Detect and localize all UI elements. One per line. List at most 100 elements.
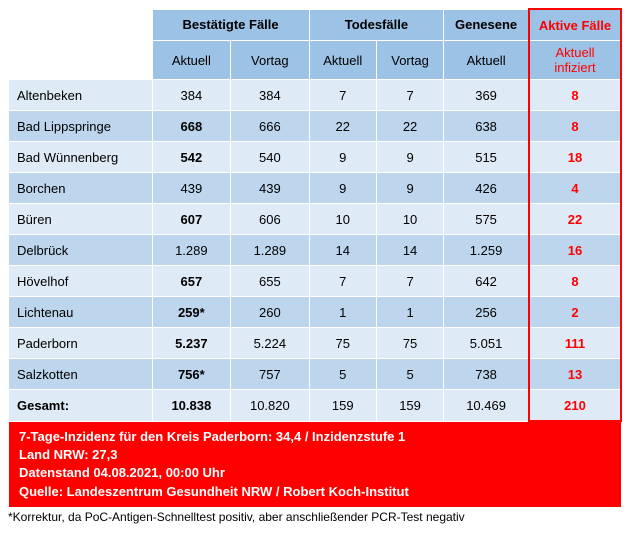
cell: 542 xyxy=(152,142,231,173)
row-label: Gesamt: xyxy=(9,390,153,422)
cell: 4 xyxy=(529,173,621,204)
table-row: Salzkotten756*7575573813 xyxy=(9,359,622,390)
cell: 5.237 xyxy=(152,328,231,359)
sub-death-cur: Aktuell xyxy=(309,41,376,80)
footnote: *Korrektur, da PoC-Antigen-Schnelltest p… xyxy=(8,510,622,524)
cell: 8 xyxy=(529,266,621,297)
cell: 668 xyxy=(152,111,231,142)
cell: 439 xyxy=(152,173,231,204)
sub-conf-cur: Aktuell xyxy=(152,41,231,80)
header-deaths: Todesfälle xyxy=(309,9,444,41)
table-row: Altenbeken384384773698 xyxy=(9,80,622,111)
cell: 1 xyxy=(376,297,443,328)
cell: 18 xyxy=(529,142,621,173)
row-label: Hövelhof xyxy=(9,266,153,297)
table-row: Borchen439439994264 xyxy=(9,173,622,204)
cell: 642 xyxy=(444,266,529,297)
cell: 575 xyxy=(444,204,529,235)
footer-row: 7-Tage-Inzidenz für den Kreis Paderborn:… xyxy=(9,421,622,507)
cell: 111 xyxy=(529,328,621,359)
cell: 22 xyxy=(529,204,621,235)
cell: 5.224 xyxy=(231,328,310,359)
cell: 439 xyxy=(231,173,310,204)
cell: 75 xyxy=(309,328,376,359)
cell: 606 xyxy=(231,204,310,235)
cell: 756* xyxy=(152,359,231,390)
sub-death-prev: Vortag xyxy=(376,41,443,80)
cell: 657 xyxy=(152,266,231,297)
header-row-top: Bestätigte Fälle Todesfälle Genesene Akt… xyxy=(9,9,622,41)
cell: 8 xyxy=(529,111,621,142)
footer-line: 7-Tage-Inzidenz für den Kreis Paderborn:… xyxy=(19,428,611,446)
row-label: Altenbeken xyxy=(9,80,153,111)
cell: 9 xyxy=(376,173,443,204)
covid-table: Bestätigte Fälle Todesfälle Genesene Akt… xyxy=(8,8,622,508)
footer-line: Quelle: Landeszentrum Gesundheit NRW / R… xyxy=(19,483,611,501)
cell: 10 xyxy=(376,204,443,235)
cell: 159 xyxy=(376,390,443,422)
cell: 757 xyxy=(231,359,310,390)
cell: 210 xyxy=(529,390,621,422)
cell: 22 xyxy=(309,111,376,142)
footer-line: Datenstand 04.08.2021, 00:00 Uhr xyxy=(19,464,611,482)
header-recovered: Genesene xyxy=(444,9,529,41)
cell: 738 xyxy=(444,359,529,390)
sub-active: Aktuell infiziert xyxy=(529,41,621,80)
row-label: Büren xyxy=(9,204,153,235)
cell: 9 xyxy=(309,173,376,204)
table-row: Bad Lippspringe66866622226388 xyxy=(9,111,622,142)
row-label: Borchen xyxy=(9,173,153,204)
cell: 9 xyxy=(376,142,443,173)
cell: 2 xyxy=(529,297,621,328)
cell: 666 xyxy=(231,111,310,142)
cell: 7 xyxy=(376,266,443,297)
cell: 10.838 xyxy=(152,390,231,422)
footer-line: Land NRW: 27,3 xyxy=(19,446,611,464)
cell: 1 xyxy=(309,297,376,328)
table-row: Büren607606101057522 xyxy=(9,204,622,235)
row-label: Delbrück xyxy=(9,235,153,266)
cell: 159 xyxy=(309,390,376,422)
cell: 638 xyxy=(444,111,529,142)
cell: 10 xyxy=(309,204,376,235)
cell: 426 xyxy=(444,173,529,204)
cell: 14 xyxy=(309,235,376,266)
cell: 5.051 xyxy=(444,328,529,359)
cell: 259* xyxy=(152,297,231,328)
cell: 369 xyxy=(444,80,529,111)
row-label: Bad Wünnenberg xyxy=(9,142,153,173)
cell: 1.289 xyxy=(152,235,231,266)
cell: 260 xyxy=(231,297,310,328)
cell: 1.289 xyxy=(231,235,310,266)
cell: 384 xyxy=(152,80,231,111)
row-label: Bad Lippspringe xyxy=(9,111,153,142)
table-row: Lichtenau259*260112562 xyxy=(9,297,622,328)
table-row: Paderborn5.2375.22475755.051111 xyxy=(9,328,622,359)
header-confirmed: Bestätigte Fälle xyxy=(152,9,309,41)
cell: 655 xyxy=(231,266,310,297)
cell: 9 xyxy=(309,142,376,173)
sub-rec-cur: Aktuell xyxy=(444,41,529,80)
cell: 7 xyxy=(376,80,443,111)
row-label: Paderborn xyxy=(9,328,153,359)
cell: 7 xyxy=(309,266,376,297)
cell: 16 xyxy=(529,235,621,266)
cell: 384 xyxy=(231,80,310,111)
table-row: Delbrück1.2891.28914141.25916 xyxy=(9,235,622,266)
cell: 10.820 xyxy=(231,390,310,422)
row-label: Lichtenau xyxy=(9,297,153,328)
table-body: Altenbeken384384773698Bad Lippspringe668… xyxy=(9,80,622,508)
cell: 5 xyxy=(376,359,443,390)
sub-conf-prev: Vortag xyxy=(231,41,310,80)
cell: 22 xyxy=(376,111,443,142)
row-label: Salzkotten xyxy=(9,359,153,390)
footer-box: 7-Tage-Inzidenz für den Kreis Paderborn:… xyxy=(9,421,622,507)
cell: 7 xyxy=(309,80,376,111)
cell: 256 xyxy=(444,297,529,328)
table-row: Hövelhof657655776428 xyxy=(9,266,622,297)
header-active: Aktive Fälle xyxy=(529,9,621,41)
cell: 10.469 xyxy=(444,390,529,422)
cell: 5 xyxy=(309,359,376,390)
cell: 14 xyxy=(376,235,443,266)
cell: 8 xyxy=(529,80,621,111)
